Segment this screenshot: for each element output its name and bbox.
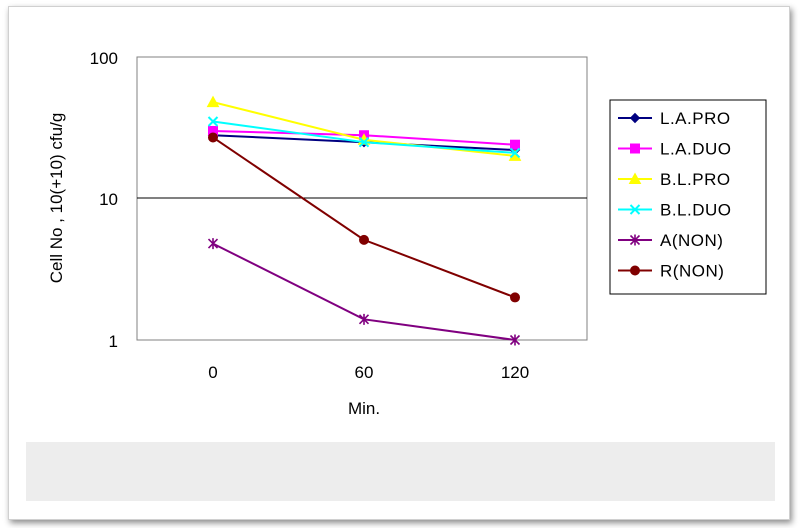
- legend-label: L.A.DUO: [660, 140, 732, 159]
- x-tick-label: 60: [355, 363, 374, 382]
- legend-item: L.A.PRO: [618, 109, 731, 128]
- y-tick-label: 100: [90, 49, 118, 68]
- legend-marker: [629, 204, 641, 215]
- legend-marker: [630, 143, 640, 154]
- square-marker-shape: [510, 139, 520, 150]
- legend-label: A(NON): [660, 231, 723, 250]
- legend-label: L.A.PRO: [660, 109, 731, 128]
- circle-marker-shape: [208, 132, 218, 143]
- legend-marker: [629, 112, 641, 124]
- x-marker-shape: [629, 204, 641, 215]
- asterisk-marker-shape: [358, 313, 370, 325]
- legend-box: [609, 99, 767, 295]
- data-point: [358, 313, 370, 325]
- x-axis-title: Min.: [348, 399, 380, 418]
- legend-marker: [628, 172, 642, 184]
- data-point: [359, 234, 369, 245]
- y-tick-label: 1: [109, 332, 118, 351]
- legend-item: A(NON): [618, 231, 723, 250]
- data-point: [208, 132, 218, 143]
- x-marker-shape: [207, 116, 219, 127]
- legend-item: B.L.PRO: [618, 170, 731, 189]
- data-point: [509, 334, 521, 346]
- bottom-band: [26, 442, 775, 501]
- asterisk-marker-shape: [629, 234, 641, 246]
- legend-label: B.L.PRO: [660, 170, 731, 189]
- legend-item: B.L.DUO: [618, 201, 732, 220]
- x-marker-shape: [509, 147, 521, 159]
- circle-marker-shape: [630, 265, 640, 276]
- legend-label: R(NON): [660, 262, 724, 281]
- legend-item: L.A.DUO: [618, 140, 732, 159]
- data-point: [509, 147, 521, 159]
- diamond-marker-shape: [629, 112, 641, 124]
- data-point: [358, 136, 370, 148]
- asterisk-marker-shape: [509, 334, 521, 346]
- legend-label: B.L.DUO: [660, 201, 732, 220]
- square-marker-shape: [630, 143, 640, 154]
- triangle-marker-shape: [206, 95, 220, 108]
- legend: L.A.PRO L.A.DUO B.L.PRO B.L.DUO A(NON) R(NON): [618, 109, 732, 281]
- circle-marker-shape: [359, 234, 369, 245]
- series-layer: [206, 95, 522, 346]
- asterisk-marker-shape: [207, 238, 219, 250]
- x-tick-label: 0: [208, 363, 217, 382]
- legend-item: R(NON): [618, 262, 724, 281]
- y-tick-label: 10: [99, 190, 118, 209]
- data-point: [510, 292, 520, 303]
- data-point: [510, 139, 520, 150]
- data-point: [207, 238, 219, 250]
- data-point: [206, 95, 220, 108]
- x-tick-label: 120: [501, 363, 529, 382]
- legend-marker: [629, 234, 641, 246]
- legend-marker: [630, 265, 640, 276]
- x-marker-shape: [358, 136, 370, 148]
- data-point: [207, 116, 219, 127]
- y-axis-title: Cell No , 10(+10) cfu/g: [47, 113, 66, 284]
- triangle-marker-shape: [628, 172, 642, 184]
- circle-marker-shape: [510, 292, 520, 303]
